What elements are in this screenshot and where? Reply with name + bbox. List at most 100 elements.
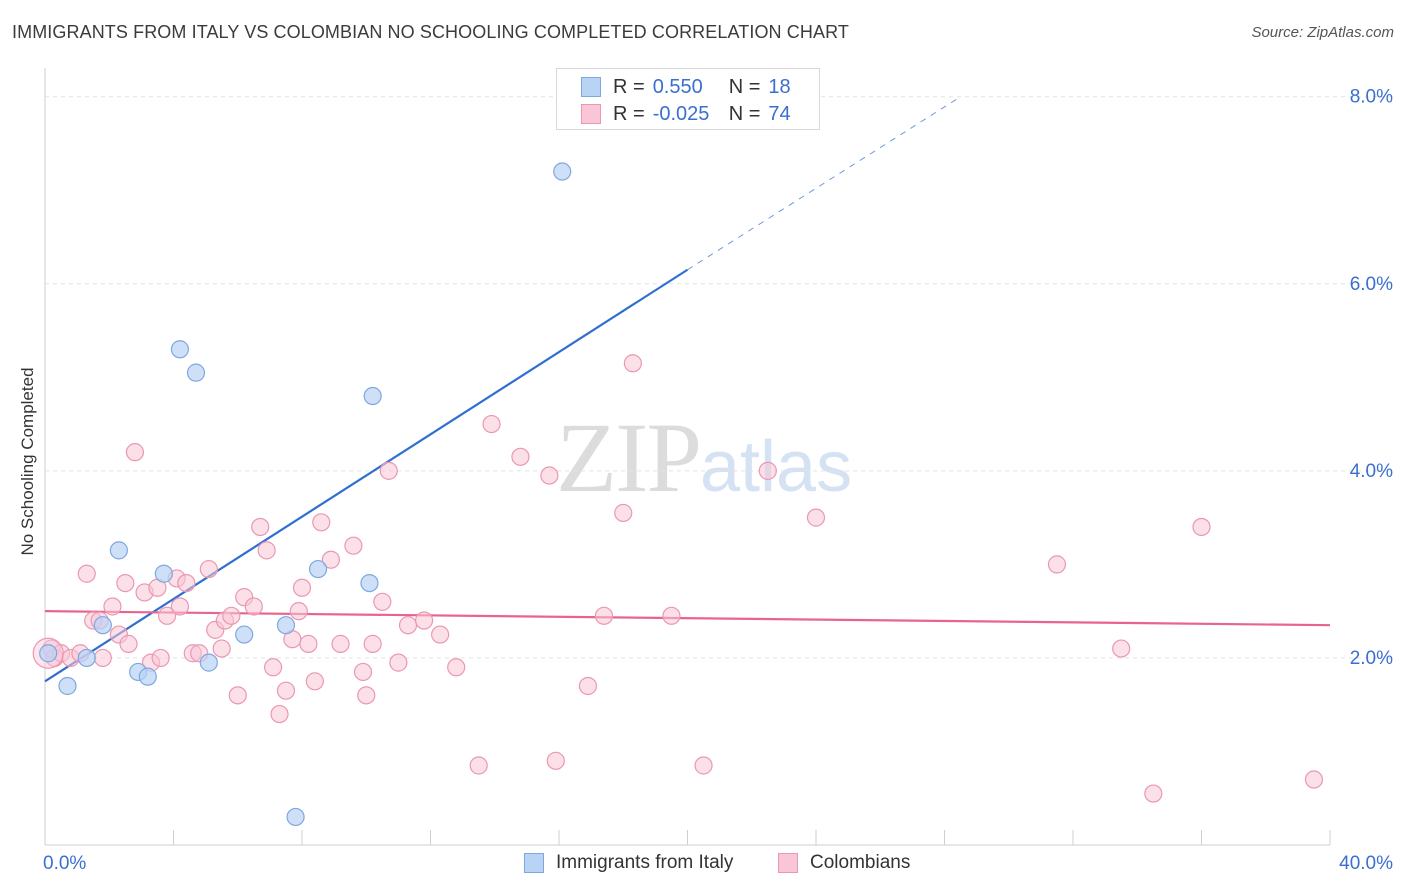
colombians-point: [379, 461, 398, 480]
colombians-point: [614, 503, 633, 523]
bottom-legend-label-colombia: Colombians: [810, 852, 911, 873]
colombians-point: [431, 625, 450, 644]
colombians-point: [482, 414, 501, 434]
colombians-point: [292, 578, 312, 597]
colombians-point: [157, 606, 177, 625]
colombians-point: [806, 508, 826, 527]
x-tick-label: 0.0%: [43, 853, 86, 874]
italy-trend-extension: [687, 96, 961, 271]
colombians-point: [251, 517, 270, 537]
colombians-point: [694, 756, 713, 775]
colombians-point: [331, 634, 350, 653]
colombians-point: [222, 606, 241, 625]
colombians-point: [270, 704, 289, 724]
colombians-point: [77, 564, 96, 583]
source-label: Source: ZipAtlas.com: [1251, 24, 1394, 41]
colombians-point: [1144, 784, 1163, 803]
legend-r-value: 0.550: [652, 75, 703, 98]
y-tick-label: 6.0%: [1350, 274, 1393, 295]
colombians-point: [257, 541, 276, 560]
colombians-point: [93, 648, 112, 668]
bottom-legend-label-italy: Immigrants from Italy: [556, 852, 734, 873]
colombians-point: [511, 447, 530, 466]
colombians-point: [1047, 555, 1067, 574]
italy-point: [138, 667, 157, 686]
colombians-point: [357, 686, 376, 705]
colombians-point: [103, 597, 122, 616]
legend-r-label: R =: [613, 102, 645, 125]
legend-swatch-italy: [581, 77, 601, 97]
y-tick-label: 8.0%: [1350, 87, 1393, 108]
colombians-point: [373, 592, 392, 611]
colombians-point: [1192, 517, 1211, 537]
bottom-legend-italy[interactable]: Immigrants from Italy: [524, 852, 733, 874]
colombians-point: [177, 573, 196, 593]
colombians-point: [414, 611, 434, 630]
legend-swatch-colombia: [581, 104, 601, 124]
colombians-point: [228, 686, 247, 705]
colombians-point: [263, 658, 283, 677]
italy-point: [199, 653, 218, 672]
legend-r-label: R =: [613, 75, 645, 98]
colombians-point: [116, 573, 135, 593]
italy-point: [553, 162, 572, 181]
tick-labels: 2.0% 4.0% 6.0% 8.0% 0.0% 40.0% No Schooling Co…: [18, 87, 1393, 874]
legend-n-value: 18: [768, 75, 791, 98]
colombians-point: [578, 676, 598, 696]
legend-r-value: -0.025: [652, 102, 710, 125]
correlation-legend: R = 0.550 N = 18 R = -0.025 N = 74: [556, 68, 820, 130]
bottom-legend-swatch-italy: [524, 853, 544, 873]
colombians-point: [594, 606, 614, 625]
colombians-point: [212, 639, 231, 658]
colombians-point: [1112, 639, 1131, 658]
colombians-point: [305, 672, 324, 691]
colombians-point: [469, 756, 488, 775]
chart-title: IMMIGRANTS FROM ITALY VS COLOMBIAN NO SC…: [12, 22, 849, 42]
colombians-point: [125, 443, 145, 462]
colombians-points: [32, 354, 1324, 803]
axes: [44, 68, 1331, 846]
y-tick-label: 4.0%: [1350, 461, 1393, 482]
italy-point: [235, 625, 254, 644]
bottom-legend-colombia[interactable]: Colombians: [778, 852, 910, 874]
legend-n-label: N =: [728, 75, 761, 98]
colombians-point: [546, 751, 565, 770]
italy-point: [276, 616, 296, 635]
italy-point: [154, 564, 173, 583]
colombians-point: [1304, 770, 1324, 789]
colombians-point: [276, 681, 296, 700]
colombians-point: [289, 602, 308, 621]
watermark-zip: ZIP: [556, 402, 702, 513]
watermark: ZIPatlas: [556, 400, 852, 515]
colombians-point: [623, 354, 642, 373]
italy-point: [77, 648, 96, 668]
colombians-point: [119, 634, 138, 653]
italy-point: [363, 386, 382, 406]
colombians-point: [244, 597, 263, 616]
colombians-point: [344, 536, 363, 555]
italy-point: [39, 644, 58, 663]
italy-point: [93, 616, 112, 635]
italy-trend-line: [44, 268, 689, 683]
colombians-point: [447, 658, 466, 677]
colombians-point: [758, 461, 777, 480]
colombians-point: [151, 648, 170, 668]
italy-point: [186, 363, 206, 382]
legend-row-colombia: R = -0.025 N = 74: [581, 102, 791, 126]
colombians-point: [389, 653, 408, 672]
italy-point: [109, 541, 128, 560]
colombians-point: [398, 616, 418, 635]
italy-point: [58, 676, 77, 696]
x-tick-label: 40.0%: [1339, 853, 1393, 874]
colombians-point: [321, 550, 341, 569]
italy-point: [308, 559, 328, 579]
colombians-point: [170, 597, 190, 616]
italy-point: [286, 807, 305, 827]
colombians-point: [662, 606, 681, 625]
grid-lines: [45, 96, 1392, 659]
italy-point: [170, 340, 190, 359]
colombians-point: [353, 662, 373, 682]
y-tick-label: 2.0%: [1350, 648, 1393, 669]
colombians-point: [299, 634, 318, 653]
